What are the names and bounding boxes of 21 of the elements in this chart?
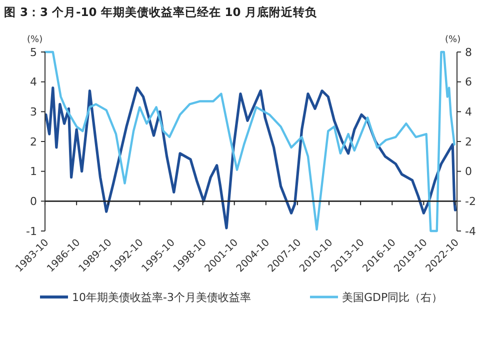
legend-label: 美国GDP同比（右） [342, 290, 443, 304]
chart-title: 图 3：3 个月-10 年期美债收益率已经在 10 月底附近转负 [4, 5, 318, 19]
y2-tick-label: -2 [465, 195, 476, 208]
y2-tick-label: 6 [465, 76, 472, 89]
line-series [44, 50, 456, 232]
line-series [44, 86, 457, 230]
y-tick-label: 0 [30, 195, 37, 208]
y2-axis-title: (%) [445, 35, 461, 45]
y-axis-title: (%) [27, 35, 43, 45]
y2-tick-label: 4 [465, 106, 472, 119]
y-tick-label: 2 [30, 135, 37, 148]
y-tick-label: -1 [26, 224, 37, 238]
y-tick-label: 3 [30, 106, 37, 119]
y2-tick-label: 8 [465, 46, 472, 59]
legend-label: 10年期美债收益率-3个月美债收益率 [72, 290, 251, 304]
y2-tick-label: 0 [465, 165, 472, 178]
y-tick-label: 4 [30, 76, 37, 89]
y2-tick-label: 2 [465, 135, 472, 148]
y2-tick-label: -4 [465, 224, 476, 238]
y-tick-label: 5 [30, 46, 37, 59]
y-tick-label: 1 [30, 165, 37, 178]
